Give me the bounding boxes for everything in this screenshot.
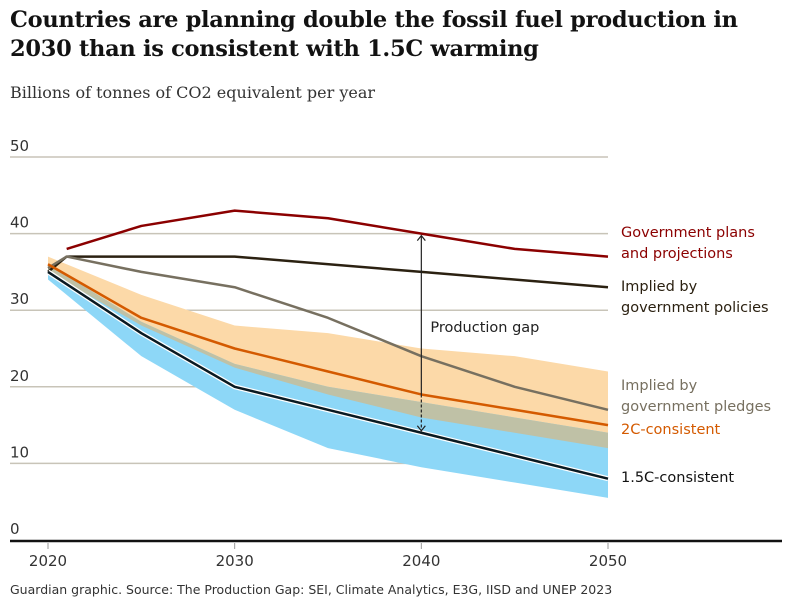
annotation-production-gap: Production gap: [430, 320, 539, 336]
y-tick-label: 30: [10, 290, 29, 308]
band-1-5c-consistent: [48, 264, 608, 498]
series-line-government-plans-and-projections: [66, 209, 609, 258]
x-tick-label: 2020: [29, 552, 67, 570]
x-tick-label: 2050: [589, 552, 627, 570]
y-tick-label: 0: [10, 520, 20, 538]
arrow-up-icon: [416, 234, 426, 241]
arrow-down-icon: [416, 425, 426, 432]
x-tick-label: 2030: [216, 552, 254, 570]
legend-label: government policies: [621, 300, 769, 316]
x-tick-label: 2040: [402, 552, 440, 570]
series-line-implied-by-government-policies: [47, 255, 609, 289]
y-tick-label: 20: [10, 367, 29, 385]
source-note: Guardian graphic. Source: The Production…: [10, 582, 613, 597]
legend-label: government pledges: [621, 399, 771, 415]
y-tick-label: 40: [10, 214, 29, 232]
series-line-1-5c-consistent: [47, 270, 609, 480]
chart-subtitle: Billions of tonnes of CO2 equivalent per…: [10, 83, 376, 102]
legend-label: Implied by: [621, 279, 698, 295]
y-tick-label: 10: [10, 443, 29, 461]
chart-title: Countries are planning double the fossil…: [10, 7, 738, 62]
band-2c-consistent: [48, 256, 608, 449]
legend-label: 1.5C-consistent: [621, 470, 734, 486]
legend-label: Government plans: [621, 225, 755, 241]
series-line-2c-consistent: [47, 263, 609, 427]
band-overlap: [48, 264, 608, 449]
legend-label: Implied by: [621, 378, 698, 394]
legend-label: 2C-consistent: [621, 422, 721, 438]
y-tick-label: 50: [10, 137, 29, 155]
legend-label: and projections: [621, 246, 733, 262]
series-line-implied-by-government-pledges: [47, 255, 609, 411]
